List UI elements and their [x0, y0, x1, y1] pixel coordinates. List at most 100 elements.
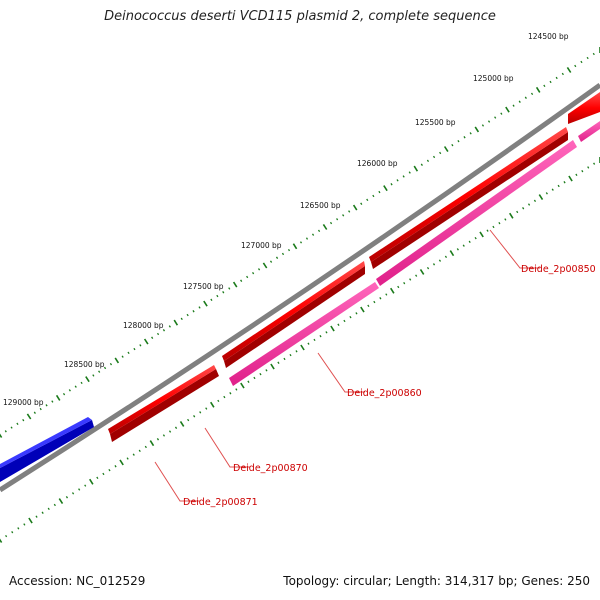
- minor-tick: [593, 162, 596, 165]
- minor-tick: [343, 319, 346, 323]
- gene-arrow-deide-2p00871[interactable]: [0, 417, 94, 482]
- gene-label-deide-2p00871[interactable]: Deide_2p00871: [183, 497, 258, 508]
- minor-tick: [132, 453, 135, 456]
- gene-arrow-deide-2p00850[interactable]: [369, 127, 568, 269]
- major-tick: [322, 223, 328, 230]
- leader-deide-2p00870: [204, 427, 250, 468]
- gene-label-deide-2p00850[interactable]: Deide_2p00850: [521, 264, 596, 275]
- minor-tick: [311, 233, 315, 236]
- major-tick: [210, 401, 215, 408]
- minor-tick: [522, 207, 525, 210]
- orf-segment-middle[interactable]: [229, 282, 379, 386]
- major-tick: [352, 204, 358, 211]
- minor-tick: [139, 344, 142, 347]
- orf-segment-right[interactable]: [578, 121, 600, 142]
- minor-tick: [439, 151, 442, 155]
- minor-tick: [35, 515, 38, 518]
- tick-label-128000: 128000 bp: [123, 321, 164, 330]
- major-tick: [114, 357, 120, 364]
- minor-tick: [592, 52, 595, 56]
- minor-tick: [151, 336, 154, 339]
- minor-tick: [481, 124, 485, 127]
- minor-tick: [223, 395, 226, 399]
- gene-arrow-upper-right[interactable]: [568, 92, 600, 124]
- minor-tick: [543, 84, 546, 88]
- major-tick: [262, 262, 268, 269]
- minor-tick: [51, 400, 54, 403]
- major-tick: [413, 165, 419, 172]
- minor-tick: [549, 80, 552, 84]
- minor-tick: [390, 183, 393, 186]
- gene-label-leaders: [154, 229, 540, 502]
- minor-tick: [162, 329, 166, 332]
- minor-tick: [39, 407, 42, 411]
- orf-segment-upper[interactable]: [376, 140, 577, 286]
- minor-tick: [512, 104, 515, 107]
- major-tick: [55, 394, 61, 401]
- minor-tick: [10, 426, 13, 429]
- major-tick: [270, 363, 275, 370]
- minor-tick: [438, 259, 442, 262]
- minor-tick: [336, 218, 339, 221]
- major-tick: [419, 268, 425, 275]
- minor-tick: [329, 221, 333, 225]
- minor-tick: [545, 192, 548, 195]
- minor-tick: [581, 169, 584, 173]
- minor-tick: [80, 381, 83, 385]
- minor-tick: [108, 468, 111, 472]
- minor-tick: [373, 300, 376, 304]
- minor-tick: [551, 188, 554, 191]
- scale-dots: [4, 52, 595, 433]
- major-tick: [330, 325, 335, 332]
- minor-tick: [486, 229, 489, 232]
- gene-label-deide-2p00860[interactable]: Deide_2p00860: [347, 388, 422, 399]
- minor-tick: [198, 306, 201, 309]
- major-tick: [300, 344, 305, 351]
- minor-tick: [432, 155, 436, 159]
- minor-tick: [457, 140, 460, 143]
- major-tick: [292, 243, 298, 250]
- minor-tick: [246, 275, 249, 279]
- minor-tick: [126, 457, 129, 460]
- major-tick: [85, 376, 90, 383]
- minor-tick: [103, 366, 107, 370]
- minor-tick: [408, 171, 411, 174]
- major-tick: [179, 420, 185, 427]
- minor-tick: [397, 285, 400, 289]
- minor-tick: [587, 166, 590, 169]
- map-title: Deinococcus deserti VCD115 plasmid 2, co…: [104, 9, 496, 24]
- minor-tick: [367, 304, 370, 308]
- minor-tick: [426, 159, 430, 163]
- minor-tick: [372, 194, 375, 198]
- minor-tick: [62, 392, 66, 396]
- major-tick: [173, 319, 179, 326]
- minor-tick: [180, 317, 183, 321]
- minor-tick: [92, 374, 95, 377]
- minor-tick: [287, 248, 291, 252]
- minor-tick: [379, 297, 382, 300]
- minor-tick: [349, 315, 352, 319]
- gene-arrow-deide-2p00870[interactable]: [108, 365, 219, 442]
- minor-tick: [235, 388, 238, 391]
- minor-tick: [366, 198, 369, 202]
- minor-tick: [96, 476, 99, 480]
- tick-label-127500: 127500 bp: [183, 282, 224, 291]
- tick-label-125000: 125000 bp: [473, 74, 514, 83]
- minor-tick: [168, 430, 172, 433]
- gene-arrow-deide-2p00860[interactable]: [222, 261, 365, 368]
- minor-tick: [257, 268, 261, 271]
- minor-tick: [156, 438, 160, 441]
- gene-label-deide-2p00870[interactable]: Deide_2p00870: [233, 463, 308, 474]
- minor-tick: [121, 355, 124, 358]
- minor-tick: [45, 404, 48, 407]
- plasmid-backbone: [0, 82, 600, 493]
- minor-tick: [313, 338, 316, 342]
- major-tick: [505, 106, 510, 113]
- minor-tick: [337, 323, 340, 326]
- major-tick: [538, 194, 544, 201]
- minor-tick: [133, 347, 136, 351]
- minor-tick: [222, 291, 225, 294]
- leader-deide-2p00860: [317, 352, 365, 393]
- minor-tick: [500, 112, 503, 115]
